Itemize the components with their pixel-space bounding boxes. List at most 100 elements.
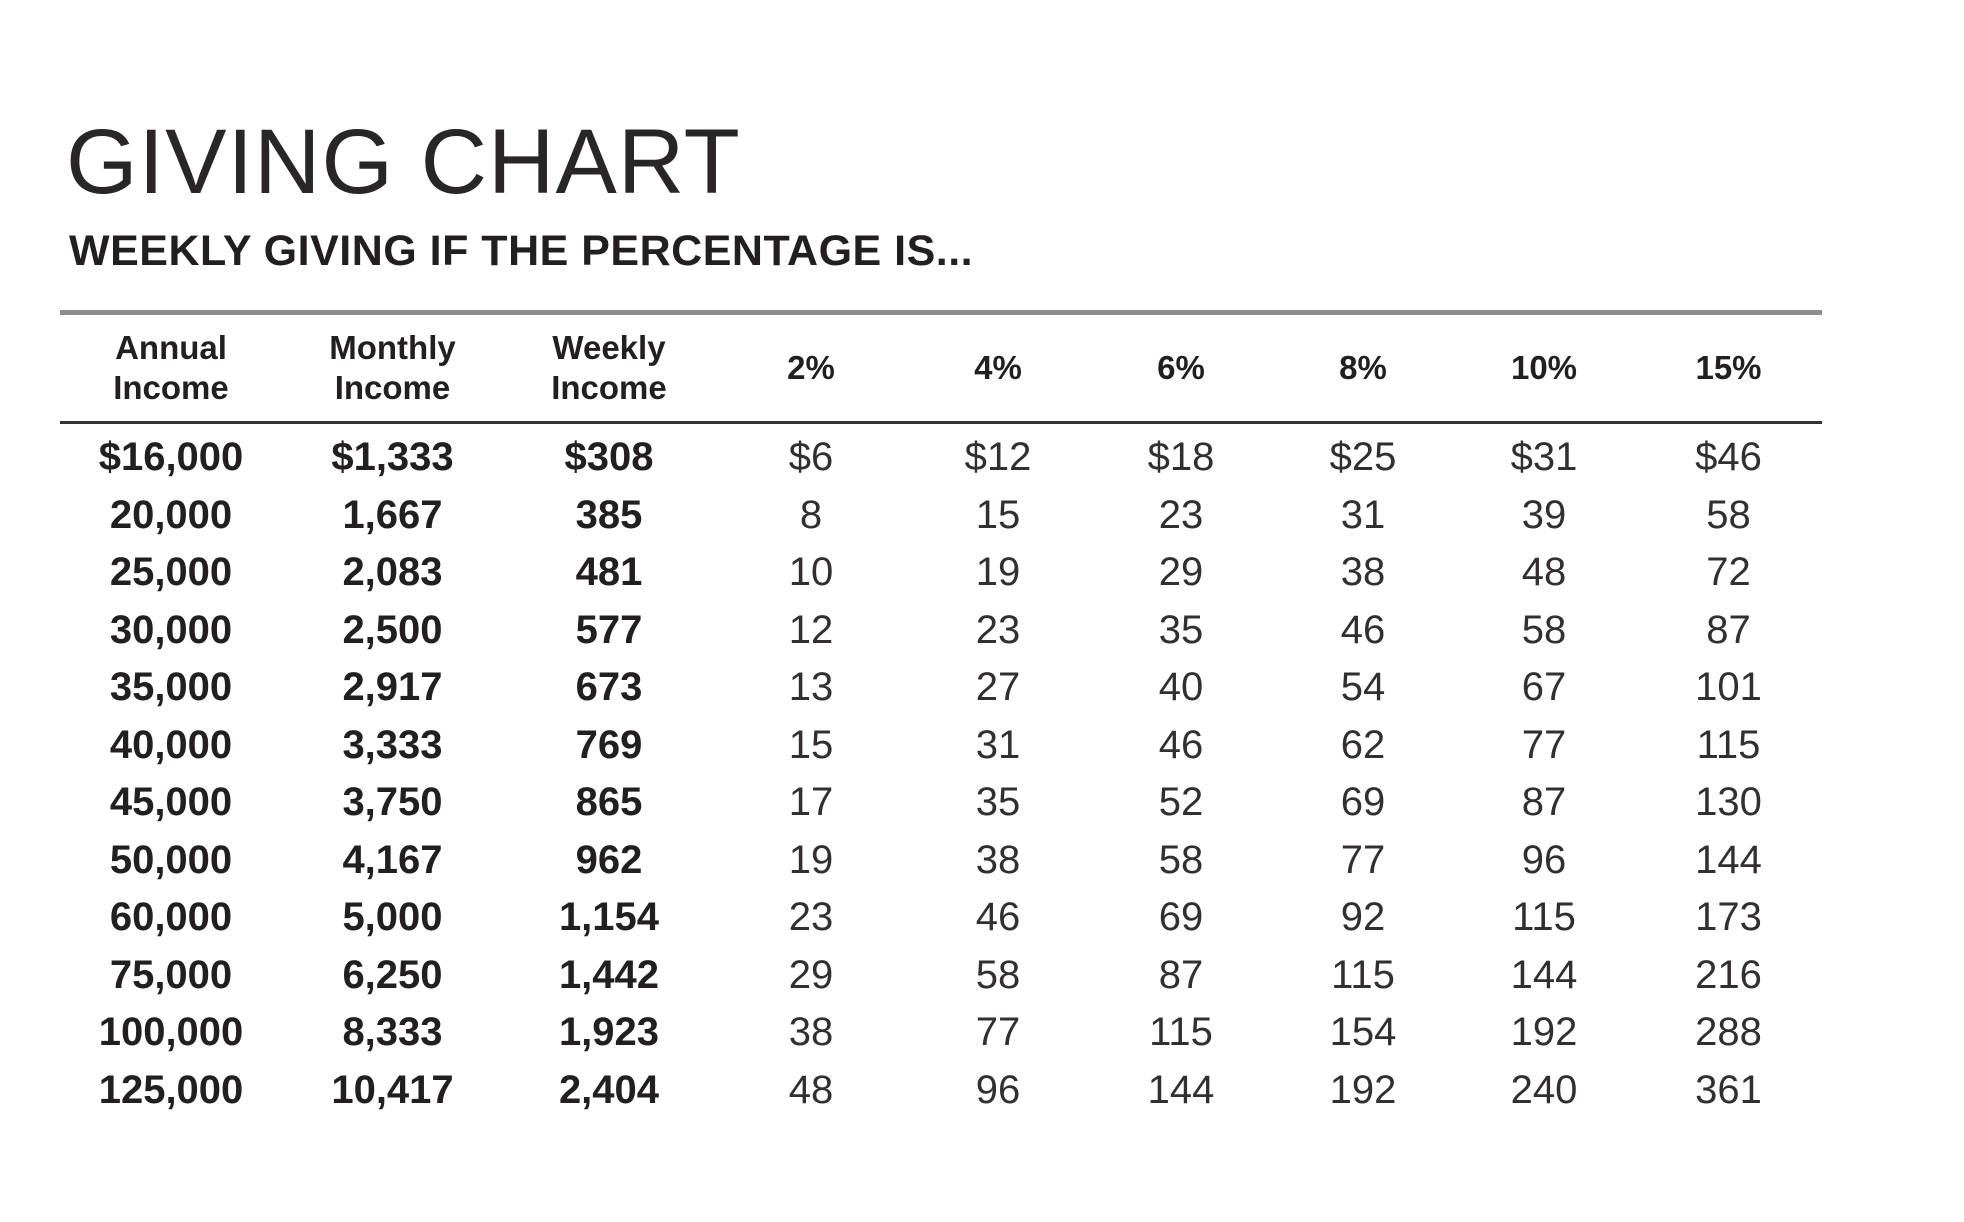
table-row: 45,000 3,750 865 17 35 52 69 87 130	[60, 774, 1822, 832]
table-cell: 192	[1329, 1067, 1397, 1112]
table-cell: 87	[1706, 607, 1751, 652]
table-cell: 67	[1521, 665, 1567, 710]
table-cell: 60,000	[109, 895, 233, 940]
table-cell: 19	[975, 550, 1021, 595]
table-cell: 35,000	[109, 665, 233, 710]
table-cell: 52	[1158, 780, 1204, 825]
header-line: 10%	[1510, 349, 1578, 386]
top-rule-divider	[60, 310, 1822, 315]
table-row: 100,000 8,333 1,923 38 77 115 154 192 28…	[60, 1004, 1822, 1062]
table-row: 60,000 5,000 1,154 23 46 69 92 115 173	[60, 889, 1822, 947]
table-cell: 15	[975, 492, 1021, 537]
table-cell: $46	[1695, 435, 1762, 480]
table-cell: 77	[975, 1010, 1021, 1055]
table-cell: 31	[975, 722, 1021, 767]
column-header-8pct: 8%	[1273, 315, 1453, 421]
table-cell: 87	[1158, 952, 1204, 997]
header-line: 2%	[787, 349, 835, 386]
table-cell: 240	[1510, 1067, 1578, 1112]
table-cell: 29	[1158, 550, 1204, 595]
table-cell: 38	[788, 1010, 834, 1055]
header-line: Annual	[115, 329, 227, 366]
table-cell: 100,000	[98, 1010, 244, 1055]
table-cell: 865	[575, 780, 643, 825]
table-cell: 115	[1696, 722, 1761, 767]
table-cell: 125,000	[98, 1067, 244, 1112]
table-cell: 62	[1340, 722, 1386, 767]
table-cell: 35	[1158, 607, 1204, 652]
table-cell: 39	[1521, 492, 1567, 537]
header-line: Income	[334, 369, 451, 406]
table-row: 20,000 1,667 385 8 15 23 31 39 58	[60, 487, 1822, 545]
table-cell: 6,250	[342, 952, 443, 997]
table-cell: 27	[975, 665, 1021, 710]
header-line: 6%	[1157, 349, 1205, 386]
table-cell: 77	[1521, 722, 1567, 767]
page-subtitle: WEEKLY GIVING IF THE PERCENTAGE IS...	[69, 227, 974, 275]
table-cell: 130	[1695, 780, 1762, 825]
table-cell: 2,083	[342, 550, 443, 595]
table-body: $16,000 $1,333 $308 $6 $12 $18 $25 $31 $…	[60, 424, 1822, 1119]
table-cell: 46	[1340, 607, 1386, 652]
page-title: GIVING CHART	[66, 111, 741, 213]
table-cell: 673	[575, 665, 643, 710]
table-cell: 3,750	[342, 780, 443, 825]
table-cell: 58	[975, 952, 1021, 997]
giving-table: Annual Income Monthly Income Weekly Income …	[60, 310, 1822, 1119]
table-cell: 58	[1158, 837, 1204, 882]
header-line: 4%	[974, 349, 1022, 386]
table-cell: 20,000	[109, 492, 233, 537]
table-cell: 38	[1340, 550, 1386, 595]
table-cell: 10,417	[331, 1067, 454, 1112]
table-cell: 1,667	[342, 492, 443, 537]
column-header-monthly-income: Monthly Income	[282, 315, 503, 421]
table-cell: 115	[1331, 952, 1395, 997]
table-cell: 577	[575, 607, 643, 652]
table-cell: 962	[575, 837, 643, 882]
column-header-10pct: 10%	[1453, 315, 1635, 421]
table-cell: 192	[1510, 1010, 1578, 1055]
table-cell: 115	[1149, 1010, 1213, 1055]
table-row: 35,000 2,917 673 13 27 40 54 67 101	[60, 659, 1822, 717]
column-header-15pct: 15%	[1635, 315, 1822, 421]
table-cell: 75,000	[109, 952, 233, 997]
table-cell: 144	[1510, 952, 1578, 997]
table-cell: 4,167	[342, 837, 443, 882]
table-cell: 19	[788, 837, 834, 882]
table-cell: 1,154	[558, 895, 660, 940]
column-header-weekly-income: Weekly Income	[503, 315, 715, 421]
table-cell: 96	[975, 1067, 1021, 1112]
table-cell: 481	[575, 550, 643, 595]
table-row: 30,000 2,500 577 12 23 35 46 58 87	[60, 602, 1822, 660]
table-cell: $25	[1329, 435, 1397, 480]
column-header-4pct: 4%	[907, 315, 1089, 421]
column-header-6pct: 6%	[1089, 315, 1273, 421]
table-cell: 46	[1158, 722, 1204, 767]
table-cell: 45,000	[109, 780, 233, 825]
table-cell: $18	[1147, 435, 1215, 480]
table-cell: 48	[1521, 550, 1567, 595]
table-row: 75,000 6,250 1,442 29 58 87 115 144 216	[60, 947, 1822, 1005]
table-cell: 29	[788, 952, 834, 997]
table-cell: 10	[788, 550, 834, 595]
table-cell: 69	[1340, 780, 1386, 825]
table-cell: 23	[1158, 492, 1204, 537]
column-header-annual-income: Annual Income	[60, 315, 282, 421]
table-cell: 50,000	[109, 837, 233, 882]
table-cell: 8,333	[342, 1010, 443, 1055]
table-cell: 96	[1521, 837, 1567, 882]
table-cell: 58	[1706, 492, 1751, 537]
table-cell: 77	[1340, 837, 1386, 882]
table-cell: 31	[1340, 492, 1386, 537]
table-cell: 23	[975, 607, 1021, 652]
table-cell: 25,000	[109, 550, 233, 595]
table-cell: $308	[564, 435, 654, 480]
table-cell: $1,333	[331, 435, 454, 480]
header-line: Income	[551, 369, 667, 406]
table-cell: 1,442	[558, 952, 660, 997]
table-row: 50,000 4,167 962 19 38 58 77 96 144	[60, 832, 1822, 890]
table-cell: 54	[1340, 665, 1386, 710]
header-line: Monthly	[329, 329, 456, 366]
table-cell: 92	[1340, 895, 1386, 940]
